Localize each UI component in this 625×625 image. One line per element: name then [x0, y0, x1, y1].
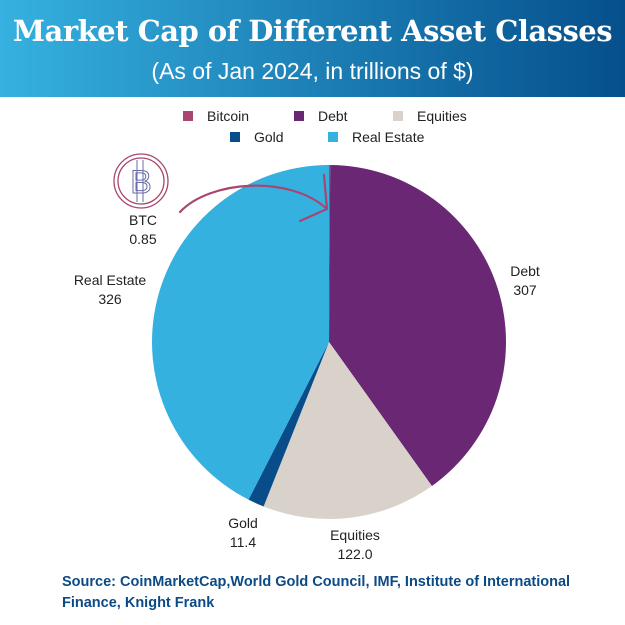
bitcoin-icon: B: [113, 153, 169, 209]
header-banner: Market Cap of Different Asset Classes (A…: [0, 0, 625, 97]
legend-gold: Gold: [230, 129, 284, 145]
legend-label: Equities: [417, 108, 467, 124]
legend-label: Real Estate: [352, 129, 425, 145]
legend-label: Bitcoin: [207, 108, 250, 124]
pie-slice-bitcoin: [329, 165, 331, 342]
label-value: 122.0: [337, 546, 373, 562]
pie-slice-gold: [248, 342, 329, 507]
legend-bitcoin: Bitcoin: [183, 108, 249, 124]
label-name: Debt: [510, 263, 540, 279]
legend-swatch: [294, 111, 304, 121]
label-btc: BTC 0.85: [118, 211, 168, 249]
label-name: Equities: [330, 527, 380, 543]
label-value: 307: [513, 282, 537, 298]
pie-slice-debt: [329, 165, 506, 487]
label-name: Gold: [228, 515, 258, 531]
label-real-estate: Real Estate 326: [65, 271, 155, 309]
svg-text:B: B: [130, 164, 151, 200]
pie-slice-real-estate: [152, 165, 329, 500]
label-gold: Gold 11.4: [218, 514, 268, 552]
legend-label: Gold: [254, 129, 284, 145]
legend-swatch: [328, 132, 338, 142]
pie-slice-equities: [263, 342, 432, 519]
source-note: Source: CoinMarketCap,World Gold Council…: [62, 574, 571, 611]
legend-swatch: [230, 132, 240, 142]
chart-subtitle: (As of Jan 2024, in trillions of $): [151, 58, 474, 84]
label-debt: Debt 307: [500, 262, 550, 300]
label-name: BTC: [129, 212, 157, 228]
legend-label: Debt: [318, 108, 348, 124]
legend-swatch: [393, 111, 403, 121]
label-value: 0.85: [129, 231, 157, 247]
label-equities: Equities 122.0: [320, 526, 390, 564]
legend-real-estate: Real Estate: [328, 129, 424, 145]
legend-equities: Equities: [393, 108, 467, 124]
legend-debt: Debt: [294, 108, 348, 124]
arrow-icon: [178, 173, 329, 223]
label-value: 11.4: [229, 534, 257, 550]
label-name: Real Estate: [73, 272, 147, 288]
legend-swatch: [183, 111, 193, 121]
label-value: 326: [98, 291, 122, 307]
chart-title: Market Cap of Different Asset Classes: [12, 14, 613, 48]
